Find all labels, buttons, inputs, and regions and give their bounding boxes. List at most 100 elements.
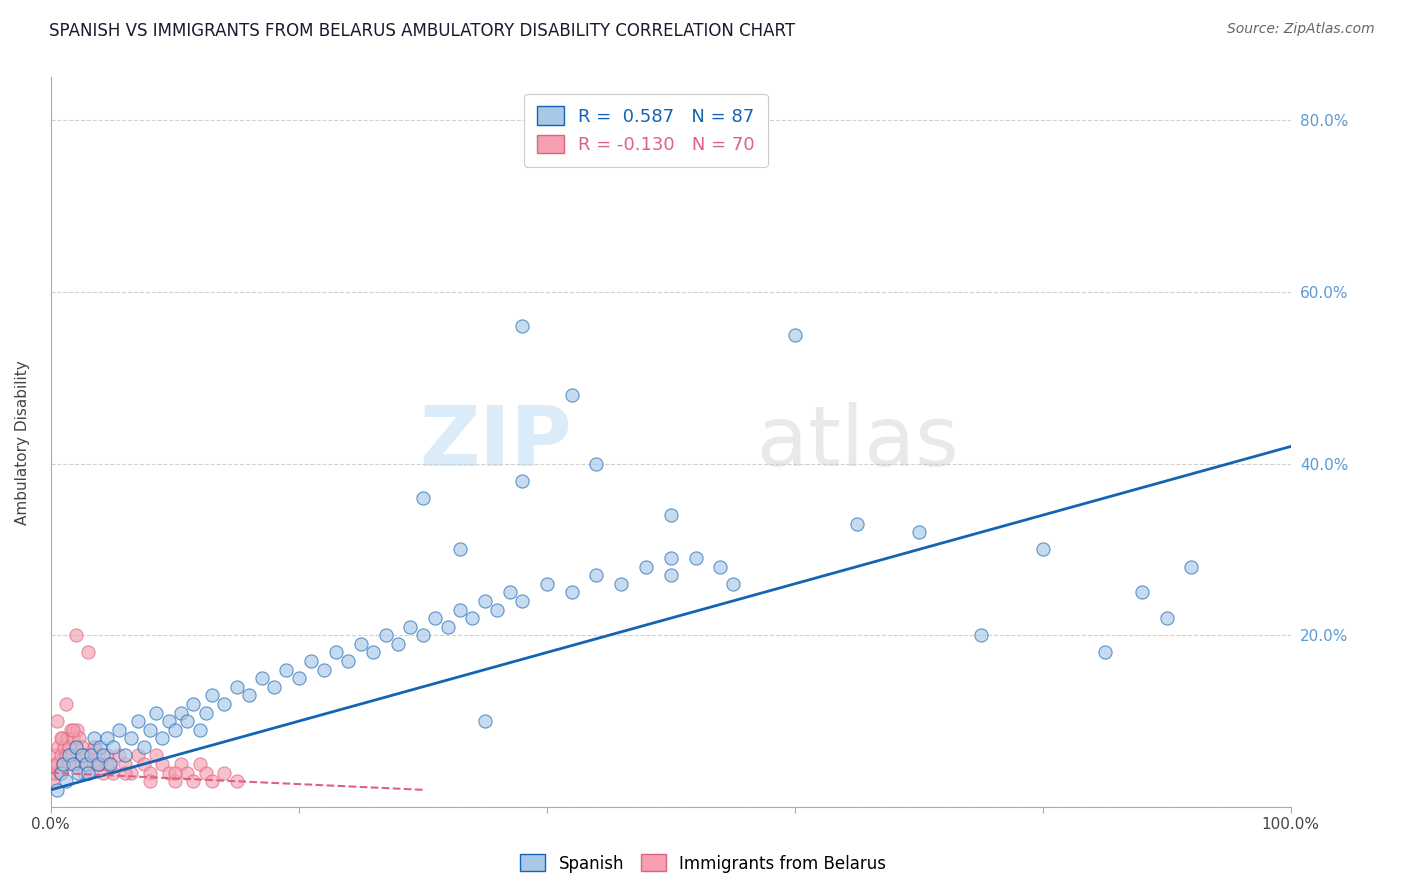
Point xyxy=(79,748,101,763)
Point xyxy=(238,689,260,703)
Point xyxy=(132,739,155,754)
Point xyxy=(76,757,98,772)
Point xyxy=(42,757,65,772)
Point xyxy=(44,765,66,780)
Point xyxy=(82,757,104,772)
Point xyxy=(96,748,118,763)
Point xyxy=(188,723,211,737)
Point xyxy=(183,774,205,789)
Point xyxy=(201,774,224,789)
Point xyxy=(41,774,63,789)
Point xyxy=(55,774,77,789)
Point xyxy=(474,594,496,608)
Point xyxy=(412,491,434,505)
Point xyxy=(176,714,198,728)
Point xyxy=(276,663,298,677)
Point xyxy=(66,723,89,737)
Point xyxy=(60,748,83,763)
Point xyxy=(46,782,69,797)
Point xyxy=(474,714,496,728)
Point xyxy=(225,680,247,694)
Point xyxy=(145,748,167,763)
Point xyxy=(96,757,118,772)
Point xyxy=(52,757,75,772)
Point xyxy=(783,327,806,342)
Point xyxy=(77,765,100,780)
Point xyxy=(907,525,929,540)
Point xyxy=(91,765,114,780)
Point xyxy=(127,748,149,763)
Point xyxy=(120,765,142,780)
Point xyxy=(139,723,162,737)
Point xyxy=(79,748,101,763)
Point xyxy=(659,551,682,566)
Point xyxy=(84,739,107,754)
Point xyxy=(59,723,82,737)
Point xyxy=(176,765,198,780)
Point xyxy=(350,637,373,651)
Point xyxy=(709,559,731,574)
Point xyxy=(75,748,97,763)
Point xyxy=(114,765,136,780)
Point xyxy=(89,757,111,772)
Point xyxy=(361,645,384,659)
Point xyxy=(659,568,682,582)
Point xyxy=(425,611,447,625)
Point xyxy=(46,714,69,728)
Point xyxy=(1156,611,1178,625)
Point xyxy=(46,739,69,754)
Point xyxy=(163,765,186,780)
Point xyxy=(170,706,193,720)
Point xyxy=(108,723,131,737)
Point xyxy=(157,765,180,780)
Point xyxy=(62,757,84,772)
Point xyxy=(263,680,285,694)
Point xyxy=(461,611,484,625)
Point xyxy=(374,628,396,642)
Point xyxy=(49,731,72,746)
Point xyxy=(53,739,76,754)
Point xyxy=(214,765,236,780)
Point xyxy=(145,706,167,720)
Point xyxy=(139,774,162,789)
Point xyxy=(48,765,70,780)
Point xyxy=(67,731,90,746)
Point xyxy=(101,765,124,780)
Point xyxy=(449,542,471,557)
Point xyxy=(65,739,87,754)
Point xyxy=(510,319,533,334)
Point xyxy=(560,388,582,402)
Point xyxy=(969,628,991,642)
Point xyxy=(101,739,124,754)
Point xyxy=(163,774,186,789)
Point xyxy=(72,748,94,763)
Point xyxy=(170,757,193,772)
Point xyxy=(51,731,73,746)
Point xyxy=(70,748,93,763)
Point xyxy=(288,671,311,685)
Point xyxy=(49,748,72,763)
Point xyxy=(510,474,533,488)
Point xyxy=(49,765,72,780)
Text: SPANISH VS IMMIGRANTS FROM BELARUS AMBULATORY DISABILITY CORRELATION CHART: SPANISH VS IMMIGRANTS FROM BELARUS AMBUL… xyxy=(49,22,796,40)
Point xyxy=(1094,645,1116,659)
Point xyxy=(412,628,434,642)
Point xyxy=(83,739,105,754)
Point xyxy=(201,689,224,703)
Point xyxy=(214,697,236,711)
Point xyxy=(449,602,471,616)
Point xyxy=(55,697,77,711)
Point xyxy=(299,654,322,668)
Point xyxy=(62,731,84,746)
Legend: R =  0.587   N = 87, R = -0.130   N = 70: R = 0.587 N = 87, R = -0.130 N = 70 xyxy=(524,94,768,167)
Point xyxy=(194,765,217,780)
Point xyxy=(560,585,582,599)
Point xyxy=(91,748,114,763)
Point xyxy=(55,748,77,763)
Point xyxy=(69,757,91,772)
Point xyxy=(120,731,142,746)
Point xyxy=(127,714,149,728)
Point xyxy=(98,757,121,772)
Point xyxy=(98,757,121,772)
Text: atlas: atlas xyxy=(758,401,959,483)
